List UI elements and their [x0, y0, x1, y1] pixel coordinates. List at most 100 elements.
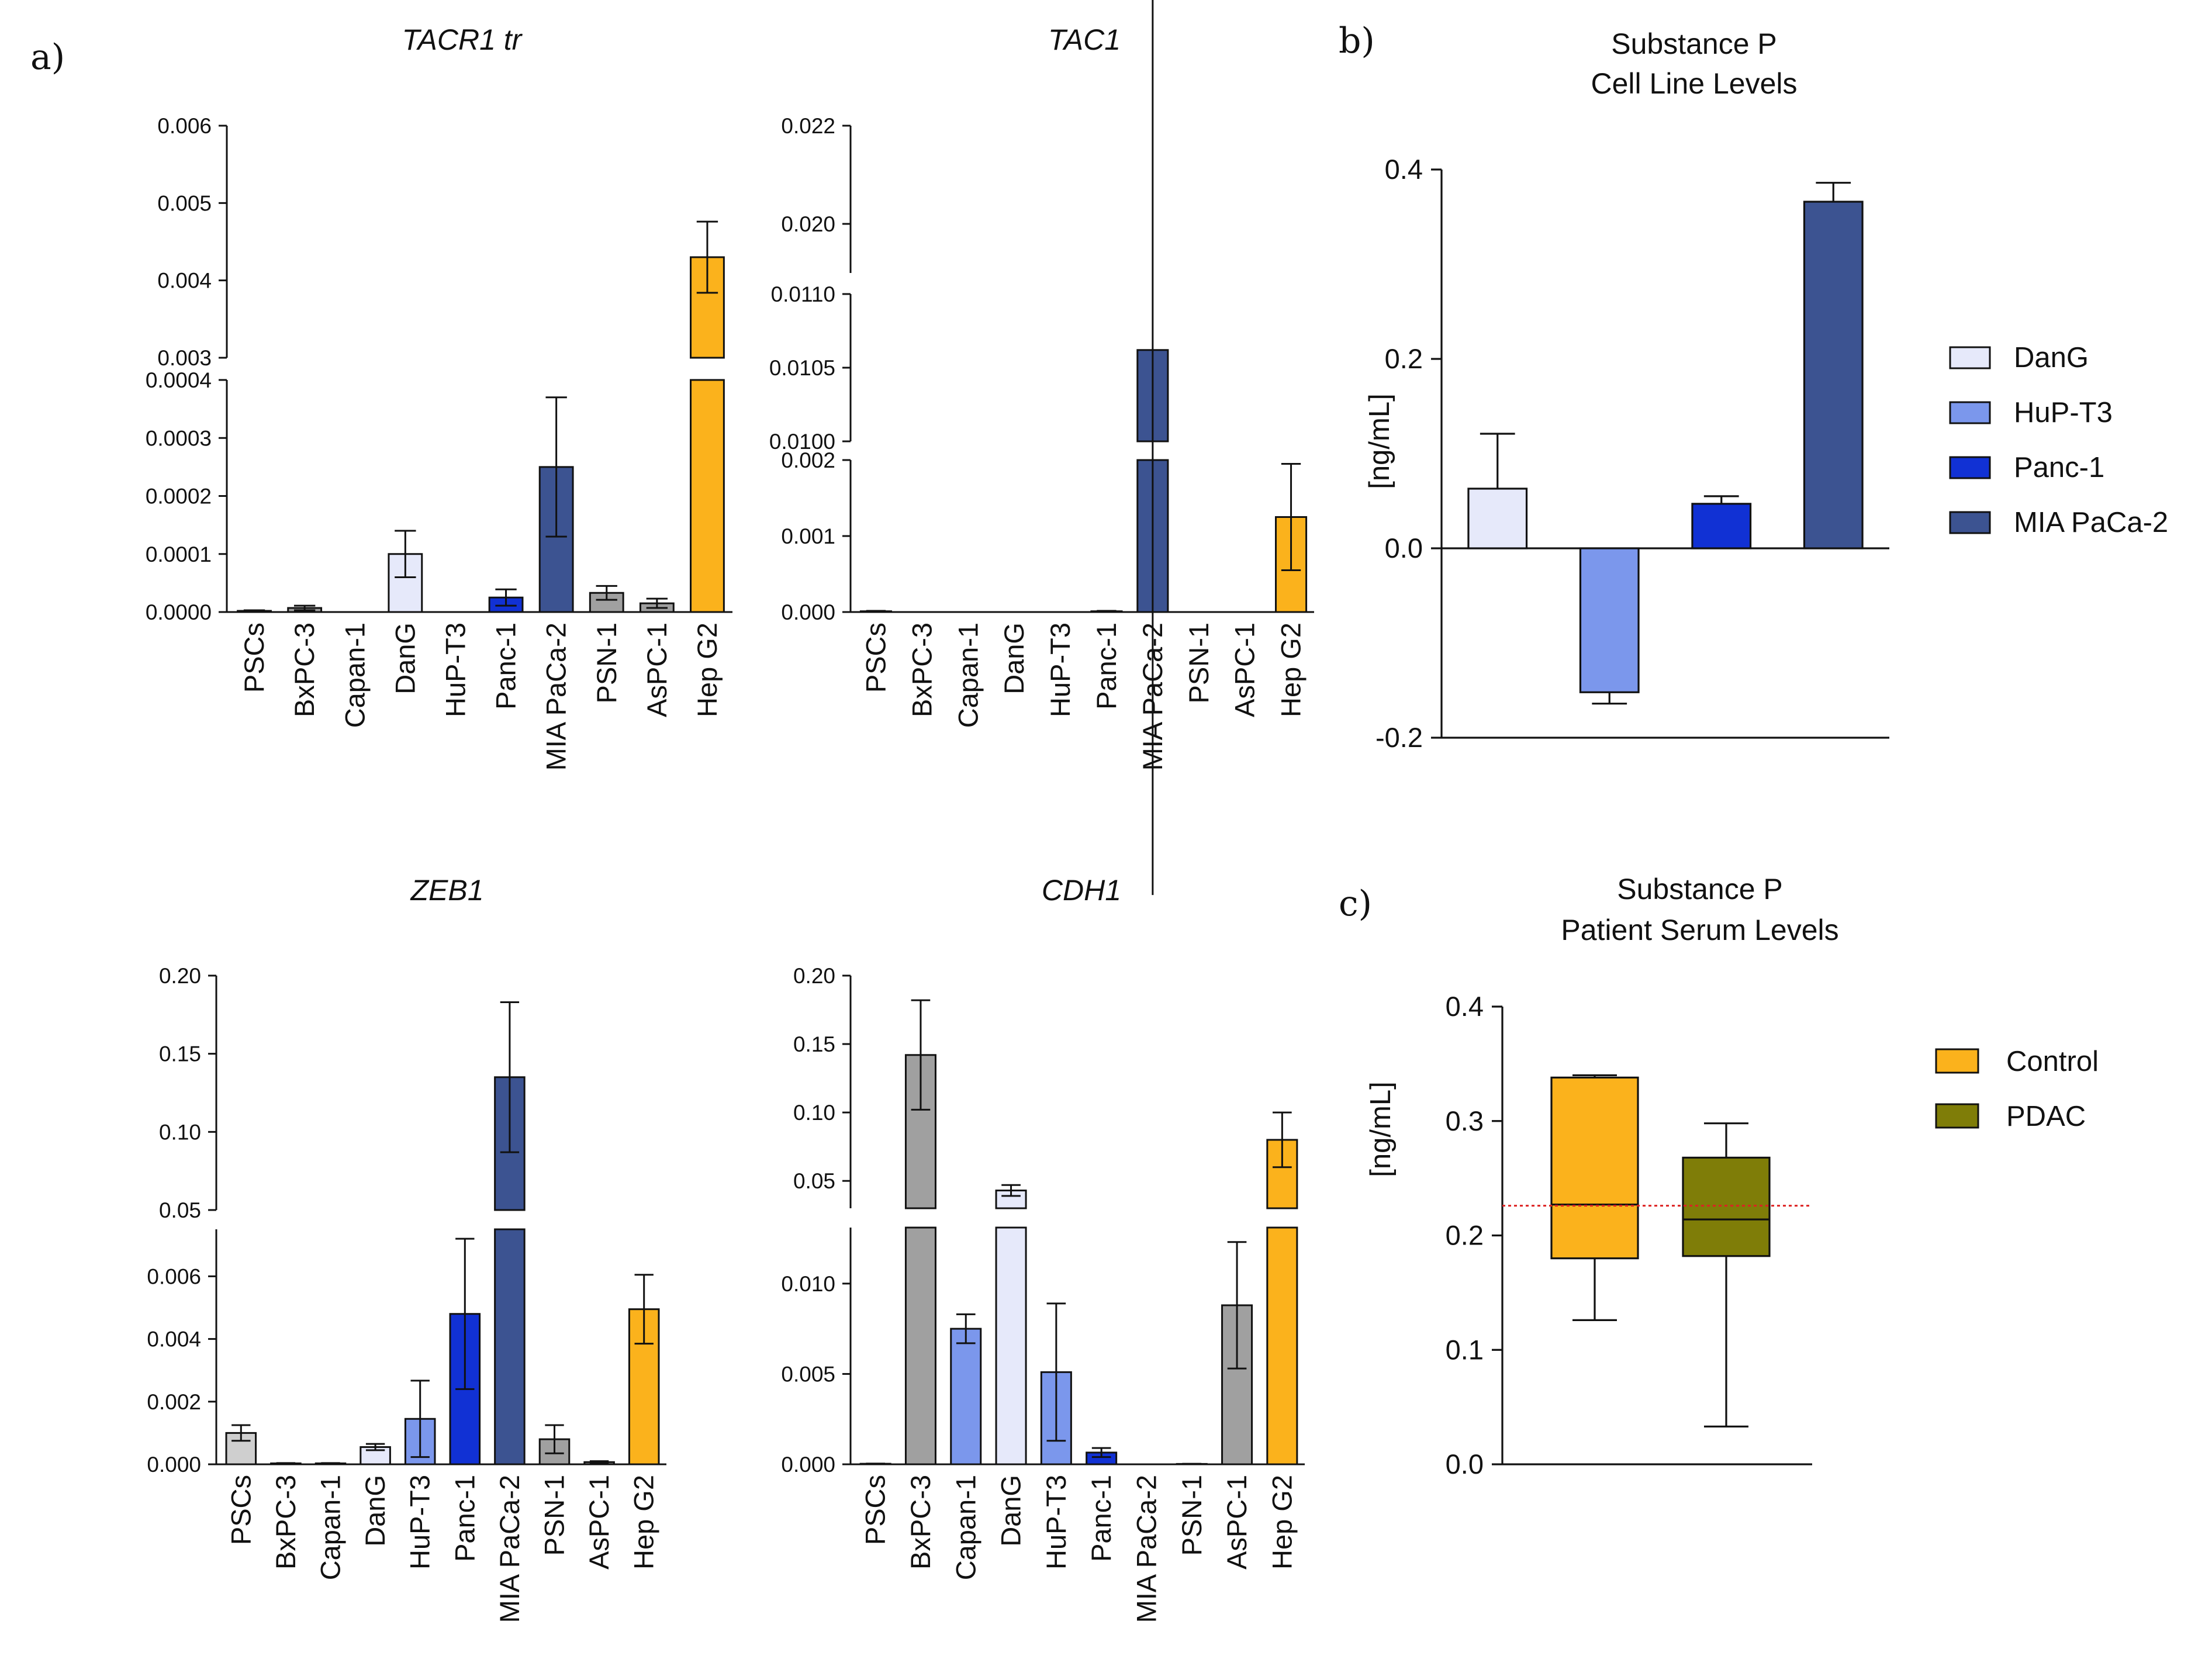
bar: [1691, 503, 1752, 549]
chart-substance-p-serum: Substance P Patient Serum Levels 0.0 0.1 0.2…: [1365, 873, 2099, 1479]
x-tick-label: PSCs: [860, 623, 891, 693]
y-tick-label: 0.20: [159, 964, 201, 988]
bar-group-hep-g2: [1265, 1111, 1299, 1465]
bar-group-hep-g2: [1275, 463, 1308, 613]
axis-break-gap: [493, 1211, 527, 1229]
y-tick-label: 0.005: [157, 191, 212, 215]
bar: [995, 1226, 1027, 1465]
legend-label: Panc-1: [2014, 452, 2104, 483]
y-tick-label: 0.000: [781, 600, 835, 624]
x-tick-label: HuP-T3: [405, 1475, 436, 1570]
bar-group-hup-t3: [1040, 1302, 1072, 1465]
y-tick-label: 0.2: [1446, 1220, 1484, 1251]
legend-label: HuP-T3: [2014, 397, 2113, 428]
x-tick-label: DanG: [360, 1475, 390, 1547]
x-tick-label: Panc-1: [490, 623, 521, 710]
x-tick-label: AsPC-1: [1221, 1475, 1252, 1570]
chart-title: CDH1: [1042, 874, 1121, 907]
chart-subtitle: Cell Line Levels: [1591, 67, 1798, 100]
y-tick-label: 0.20: [793, 964, 835, 988]
bar-group-dang: [994, 1184, 1028, 1465]
bar-group-pscs: [237, 609, 272, 613]
bar-group-pscs: [859, 610, 892, 613]
box-pdac: [1682, 1122, 1771, 1428]
chart-zeb1: ZEB1 0.000 0.002 0.004 0.006 0.05 0.10 0.15 0.20…: [147, 874, 666, 1623]
y-tick-label: 0.4: [1446, 991, 1484, 1022]
bar-group-dang: [388, 530, 423, 613]
y-tick-label: 0.0: [1446, 1449, 1484, 1479]
x-tick-label: BxPC-3: [289, 623, 320, 717]
box-iqr: [1550, 1076, 1639, 1260]
bar-group-dang: [1467, 433, 1528, 549]
y-tick-label: 0.3: [1446, 1105, 1484, 1136]
legend-item-mia-paca-2: MIA PaCa-2: [1949, 507, 2168, 538]
bar-group-psn-1: [538, 1424, 571, 1465]
legend-item-pdac: PDAC: [1935, 1101, 2086, 1132]
y-tick-label: 0.002: [781, 448, 835, 472]
chart-tacr1: TACR1 tr0.00000.00010.00020.00030.00040.…: [146, 23, 732, 770]
legend-label: PDAC: [2006, 1101, 2086, 1132]
legend-item-dang: DanG: [1949, 342, 2089, 374]
x-tick-label: Panc-1: [1086, 1475, 1117, 1562]
x-tick-label: Hep G2: [1276, 623, 1307, 717]
y-tick-label: 0.006: [157, 114, 212, 138]
bar: [690, 379, 725, 613]
x-tick-label: HuP-T3: [1041, 1475, 1072, 1570]
x-tick-label: MIA PaCa-2: [1137, 623, 1168, 770]
x-tick-label: Panc-1: [449, 1475, 480, 1562]
x-tick-label: MIA PaCa-2: [541, 623, 572, 770]
y-tick-label: 0.000: [147, 1453, 201, 1477]
x-tick-label: Hep G2: [692, 623, 723, 717]
legend-swatch: [1949, 511, 1991, 534]
box-control: [1550, 1074, 1639, 1321]
y-tick-label: 0.0100: [769, 430, 835, 454]
x-tick-label: BxPC-3: [905, 1475, 936, 1570]
legend-label: MIA PaCa-2: [2014, 507, 2168, 538]
chart-title: Substance P: [1611, 27, 1777, 60]
x-tick-label: Hep G2: [1266, 1475, 1297, 1570]
y-tick-label: 0.005: [781, 1362, 835, 1386]
y-tick-label: 0.10: [159, 1120, 201, 1144]
axis-break-gap: [994, 1209, 1028, 1227]
x-tick-label: BxPC-3: [906, 623, 937, 717]
y-tick-label: 0.010: [781, 1272, 835, 1296]
bar-group-pscs: [225, 1424, 257, 1465]
y-tick-label: -0.2: [1375, 722, 1423, 753]
x-tick-label: Capan-1: [950, 1475, 981, 1580]
chart-title: TAC1: [1048, 23, 1121, 56]
bar-group-panc-1: [1090, 610, 1123, 613]
y-axis-label: [ng/mL]: [1365, 1081, 1397, 1177]
y-tick-label: 0.10: [793, 1101, 835, 1125]
y-tick-label: 0.001: [781, 524, 835, 548]
bar: [950, 1328, 982, 1465]
x-tick-label: PSN-1: [1176, 1475, 1207, 1555]
bar: [1266, 1226, 1298, 1465]
bar-group-panc-1: [488, 588, 524, 613]
panel-label-c: c): [1339, 883, 1372, 924]
y-tick-label: 0.2: [1385, 343, 1423, 374]
x-tick-label: AsPC-1: [641, 623, 672, 717]
bar-group-panc-1: [449, 1237, 481, 1465]
x-tick-label: AsPC-1: [583, 1475, 614, 1570]
panel-label-b: b): [1339, 20, 1375, 61]
y-tick-label: 0.003: [157, 346, 212, 370]
bar-group-mia-paca-2: [1135, 0, 1170, 896]
y-tick-label: 0.000: [781, 1453, 835, 1477]
y-tick-label: 0.004: [157, 269, 212, 293]
bar-group-hup-t3: [1579, 547, 1640, 705]
legend-swatch: [1949, 456, 1991, 479]
legend-swatch: [1949, 401, 1991, 424]
axis-break-gap: [904, 1209, 938, 1227]
axis-break-gap: [1265, 1209, 1299, 1227]
bar-group-hep-g2: [689, 220, 726, 613]
y-tick-label: 0.0003: [146, 426, 212, 450]
bar: [494, 1228, 526, 1465]
bar-group-hep-g2: [628, 1274, 660, 1465]
y-tick-label: 0.0004: [146, 368, 212, 392]
bar: [1803, 201, 1864, 549]
x-tick-label: AsPC-1: [1229, 623, 1260, 717]
x-tick-label: Capan-1: [952, 623, 983, 728]
